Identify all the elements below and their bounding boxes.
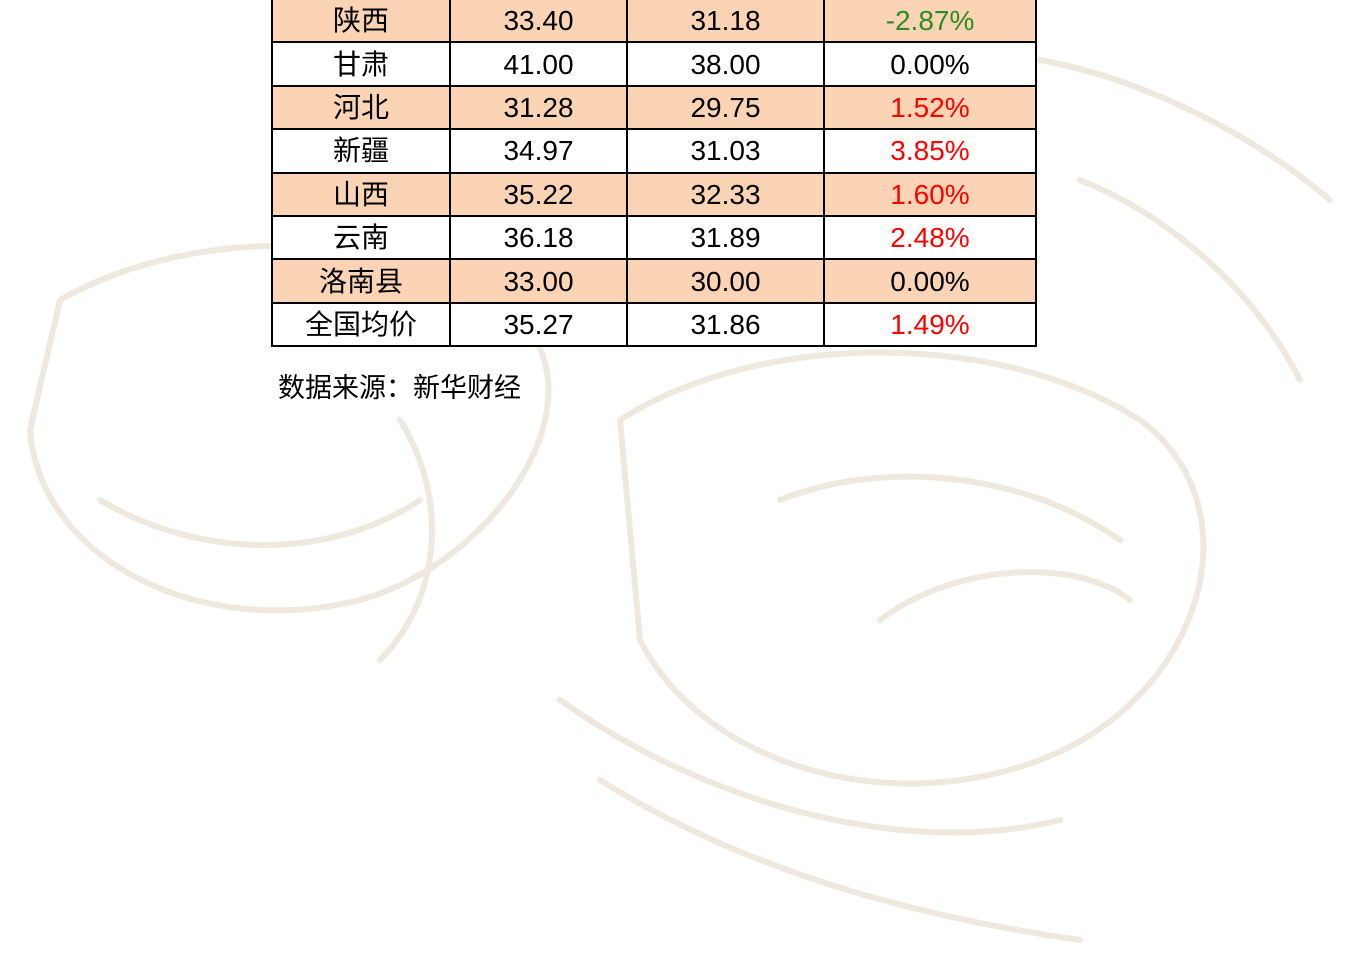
price-cell: 41.00 [450,42,627,85]
price-cell: 35.27 [450,303,627,346]
price-cell: 29.75 [627,86,824,129]
change-cell: 2.48% [824,216,1036,259]
price-cell: 34.97 [450,129,627,172]
change-cell: -2.87% [824,0,1036,42]
price-cell: 31.28 [450,86,627,129]
region-cell: 山西 [272,173,450,216]
region-cell: 全国均价 [272,303,450,346]
region-cell: 云南 [272,216,450,259]
price-cell: 31.89 [627,216,824,259]
price-cell: 35.22 [450,173,627,216]
change-cell: 1.60% [824,173,1036,216]
change-cell: 0.00% [824,42,1036,85]
change-cell: 1.52% [824,86,1036,129]
region-cell: 陕西 [272,0,450,42]
price-cell: 33.40 [450,0,627,42]
change-cell: 0.00% [824,259,1036,302]
region-cell: 甘肃 [272,42,450,85]
price-cell: 31.86 [627,303,824,346]
price-cell: 38.00 [627,42,824,85]
page: 陕西33.4031.18-2.87%甘肃41.0038.000.00%河北31.… [0,0,1351,974]
price-cell: 30.00 [627,259,824,302]
region-cell: 河北 [272,86,450,129]
source-note: 数据来源：新华财经 [278,366,521,405]
price-cell: 31.18 [627,0,824,42]
change-cell: 3.85% [824,129,1036,172]
price-cell: 36.18 [450,216,627,259]
change-cell: 1.49% [824,303,1036,346]
region-cell: 洛南县 [272,259,450,302]
price-cell: 33.00 [450,259,627,302]
region-cell: 新疆 [272,129,450,172]
price-cell: 32.33 [627,173,824,216]
price-cell: 31.03 [627,129,824,172]
